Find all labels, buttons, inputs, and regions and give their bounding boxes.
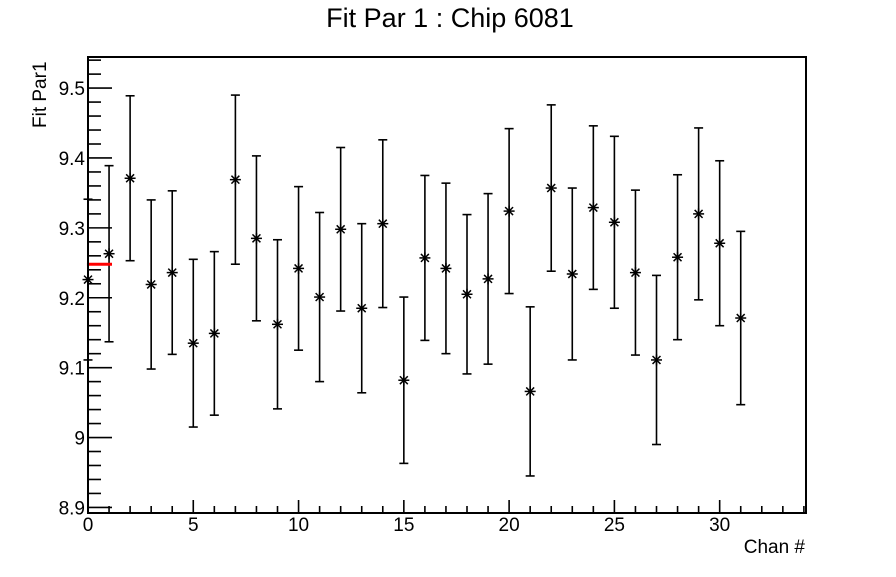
data-series-layer — [82, 94, 747, 477]
y-tick-label: 9.3 — [59, 219, 85, 240]
data-point — [482, 192, 494, 365]
marker-asterisk — [652, 355, 661, 365]
marker-asterisk — [273, 319, 282, 329]
data-point — [314, 211, 326, 383]
marker-asterisk — [251, 233, 261, 243]
x-tick-label: 10 — [288, 515, 309, 536]
data-point — [293, 185, 305, 351]
marker-asterisk — [230, 175, 240, 185]
y-tick-label: 8.9 — [59, 498, 85, 519]
data-point — [398, 296, 410, 465]
marker-asterisk — [357, 303, 367, 313]
data-point — [356, 222, 368, 394]
marker-asterisk — [125, 173, 135, 183]
data-point — [735, 230, 747, 406]
marker-asterisk — [546, 183, 556, 193]
data-point — [503, 127, 515, 295]
marker-asterisk — [441, 263, 451, 273]
marker-asterisk — [146, 279, 156, 289]
x-axis-title: Chan # — [744, 537, 806, 558]
data-point — [145, 199, 157, 370]
marker-asterisk — [462, 289, 472, 299]
marker-asterisk — [525, 386, 535, 396]
marker-asterisk — [736, 313, 746, 323]
y-tick-label: 9.1 — [59, 359, 85, 380]
data-point — [693, 127, 705, 301]
data-point — [187, 258, 199, 428]
data-point — [229, 94, 241, 266]
x-tick-label: 5 — [188, 515, 199, 536]
x-tick-label: 20 — [499, 515, 520, 536]
marker-asterisk — [209, 328, 219, 338]
marker-asterisk — [630, 268, 640, 278]
marker-asterisk — [567, 269, 577, 279]
x-tick-label: 25 — [604, 515, 625, 536]
y-tick-label: 9.4 — [59, 149, 86, 170]
data-point — [419, 174, 431, 342]
marker-asterisk — [167, 268, 177, 278]
marker-asterisk — [609, 217, 619, 227]
x-tick-label: 30 — [709, 515, 730, 536]
x-tick-label: 0 — [83, 515, 94, 536]
y-tick-label: 9.5 — [59, 79, 85, 100]
data-point — [587, 125, 599, 291]
marker-asterisk — [399, 375, 409, 385]
y-tick-label: 9 — [74, 429, 85, 450]
data-point — [566, 187, 578, 361]
marker-asterisk — [378, 219, 388, 229]
marker-asterisk — [188, 338, 198, 348]
plot-frame — [87, 56, 807, 514]
axes-layer: 0 5 10 15 20 25 30 8.9 9 9.1 9.2 9.3 9.4 9.5 — [59, 59, 805, 536]
marker-asterisk — [504, 206, 514, 216]
marker-asterisk — [294, 263, 304, 273]
marker-asterisk — [315, 292, 325, 302]
marker-asterisk — [694, 209, 704, 219]
data-point — [124, 94, 136, 262]
data-point — [629, 189, 641, 356]
marker-asterisk — [715, 238, 725, 248]
marker-asterisk — [336, 224, 346, 234]
marker-asterisk — [420, 253, 430, 263]
marker-asterisk — [673, 252, 683, 262]
data-point — [250, 155, 262, 322]
data-point — [208, 250, 220, 416]
data-point — [377, 139, 389, 309]
marker-asterisk — [588, 203, 598, 213]
marker-asterisk — [483, 274, 493, 284]
data-point — [272, 238, 284, 410]
marker-asterisk — [104, 249, 114, 259]
chart-title: Fit Par 1 : Chip 6081 — [326, 3, 574, 33]
data-point — [672, 173, 684, 341]
data-point — [524, 306, 536, 477]
x-tick-label: 15 — [393, 515, 414, 536]
data-point — [545, 104, 557, 272]
data-point — [461, 213, 473, 375]
data-point — [608, 135, 620, 310]
data-point — [440, 182, 452, 355]
data-point — [103, 164, 115, 343]
y-axis-title: Fit Par1 — [30, 61, 51, 128]
data-point — [166, 190, 178, 356]
data-point — [651, 274, 663, 446]
data-point — [335, 146, 347, 312]
y-tick-label: 9.2 — [59, 289, 85, 310]
data-point — [714, 159, 726, 327]
